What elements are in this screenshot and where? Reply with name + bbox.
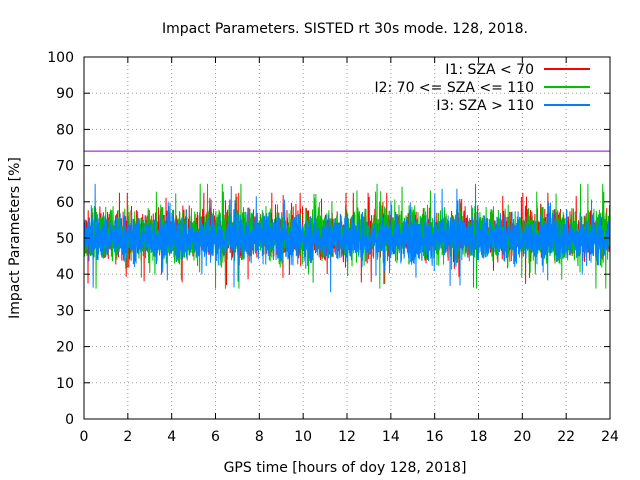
series-layer (83, 183, 611, 293)
y-tick-label: 90 (56, 86, 74, 102)
y-tick-label: 10 (56, 376, 74, 392)
x-tick-label: 18 (470, 429, 488, 445)
axis-ticks: 0 2 4 6 8 10 12 14 16 18 20 22 240102030405060708090… (47, 50, 619, 445)
x-axis-label: GPS time [hours of doy 128, 2018] (224, 460, 467, 476)
legend: I1: SZA < 70 I2: 70 <= SZA <= 110 I3: SZA … (374, 62, 590, 114)
chart-title: Impact Parameters. SISTED rt 30s mode. 1… (162, 21, 528, 37)
legend-label: I1: SZA < 70 (445, 62, 534, 78)
y-tick-label: 80 (56, 122, 74, 138)
x-tick-label: 20 (513, 429, 531, 445)
y-tick-label: 50 (56, 231, 74, 247)
y-tick-label: 100 (47, 50, 74, 66)
x-tick-label: 0 (80, 429, 89, 445)
series-line-3 (83, 183, 611, 293)
y-tick-label: 0 (65, 412, 74, 428)
y-tick-label: 40 (56, 267, 74, 283)
y-tick-label: 70 (56, 159, 74, 175)
legend-label: I2: 70 <= SZA <= 110 (374, 80, 534, 96)
y-axis-label: Impact Parameters [%] (7, 157, 23, 319)
x-tick-label: 24 (601, 429, 619, 445)
x-tick-label: 12 (338, 429, 356, 445)
y-tick-label: 30 (56, 303, 74, 319)
x-tick-label: 2 (123, 429, 132, 445)
x-tick-label: 6 (211, 429, 220, 445)
y-tick-label: 20 (56, 340, 74, 356)
x-tick-label: 16 (426, 429, 444, 445)
legend-label: I3: SZA > 110 (436, 98, 534, 114)
x-tick-label: 8 (255, 429, 264, 445)
x-tick-label: 10 (294, 429, 312, 445)
y-tick-label: 60 (56, 195, 74, 211)
x-tick-label: 22 (557, 429, 575, 445)
x-tick-label: 14 (382, 429, 400, 445)
x-tick-label: 4 (167, 429, 176, 445)
